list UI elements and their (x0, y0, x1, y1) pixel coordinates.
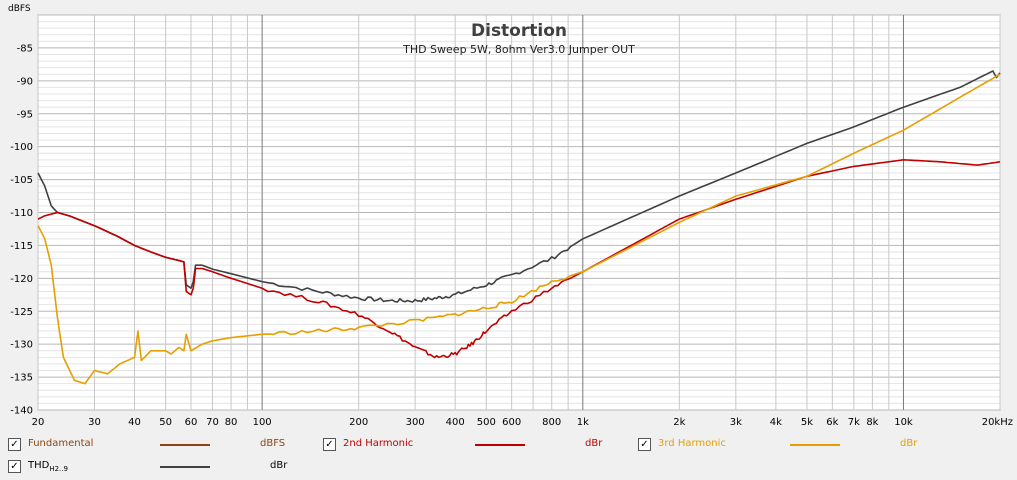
legend-swatch-3rd-harmonic (790, 444, 840, 446)
legend-unit-2nd-harmonic: dBr (585, 438, 603, 449)
legend-label-2nd-harmonic: 2nd Harmonic (343, 438, 414, 449)
y-tick-label: -140 (10, 406, 33, 417)
x-tick-label: 70 (206, 417, 219, 428)
legend-label-3rd-harmonic: 3rd Harmonic (658, 438, 726, 449)
y-tick-label: -115 (10, 241, 33, 252)
x-tick-label: 7k (848, 417, 860, 428)
y-tick-label: -85 (17, 43, 33, 54)
y-axis-unit-label: dBFS (8, 4, 31, 14)
x-tick-label: 400 (446, 417, 465, 428)
y-tick-label: -95 (17, 109, 33, 120)
legend-swatch-fundamental (160, 444, 210, 446)
legend-item-3rd-harmonic[interactable]: ✓ 3rd Harmonic dBr (638, 436, 938, 454)
x-tick-label: 80 (225, 417, 238, 428)
x-tick-label: 60 (185, 417, 198, 428)
y-tick-label: -90 (17, 76, 33, 87)
x-tick-label: 50 (159, 417, 172, 428)
fundamental-checkbox[interactable]: ✓ (8, 438, 21, 451)
distortion-chart: 20 30 40 50 60 70 80 100 200 300 400 500 600 800 1k 2k 3… (8, 4, 1013, 428)
series-line-2nd-harmonic (37, 159, 1001, 359)
legend-row-2: ✓ THDH2..9 dBr (0, 458, 1017, 476)
chart-subtitle: THD Sweep 5W, 8ohm Ver3.0 Jumper OUT (402, 43, 635, 56)
x-tick-label: 8k (866, 417, 878, 428)
x-tick-label: 600 (502, 417, 521, 428)
y-tick-label: -105 (10, 175, 33, 186)
legend-item-2nd-harmonic[interactable]: ✓ 2nd Harmonic dBr (323, 436, 623, 454)
legend-unit-fundamental: dBFS (260, 438, 286, 449)
x-tick-label: 10k (894, 417, 913, 428)
legend-unit-thd: dBr (270, 460, 288, 471)
x-tick-label: 500 (477, 417, 496, 428)
chart-title: Distortion (471, 21, 567, 41)
legend-swatch-thd (160, 466, 210, 468)
legend-item-fundamental[interactable]: ✓ Fundamental dBFS (8, 436, 308, 454)
y-tick-label: -125 (10, 307, 33, 318)
grid (37, 14, 1001, 411)
x-tick-label: 3k (730, 417, 742, 428)
x-tick-label: 30 (88, 417, 101, 428)
series-line-3rd-harmonic (37, 73, 1001, 385)
tick-labels: 20 30 40 50 60 70 80 100 200 300 400 500 600 800 1k 2k 3… (10, 43, 1013, 428)
legend-label-thd: THDH2..9 (28, 460, 68, 473)
legend-label-thd-name: THD (28, 460, 50, 471)
y-tick-label: -135 (10, 373, 33, 384)
x-tick-label: 300 (406, 417, 425, 428)
series-lines (37, 70, 1001, 385)
legend-item-thd[interactable]: ✓ THDH2..9 dBr (8, 458, 308, 476)
x-tick-label: 800 (542, 417, 561, 428)
x-tick-label: 100 (253, 417, 272, 428)
y-tick-label: -120 (10, 274, 33, 285)
x-tick-label: 20 (32, 417, 45, 428)
legend-row-1: ✓ Fundamental dBFS ✓ 2nd Harmonic dBr ✓ … (0, 436, 1017, 454)
x-tick-label: 40 (128, 417, 141, 428)
thd-checkbox[interactable]: ✓ (8, 460, 21, 473)
y-tick-label: -100 (10, 142, 33, 153)
x-tick-label: 6k (826, 417, 838, 428)
legend-unit-3rd-harmonic: dBr (900, 438, 918, 449)
3rd-harmonic-checkbox[interactable]: ✓ (638, 438, 651, 451)
y-tick-label: -130 (10, 340, 33, 351)
legend-swatch-2nd-harmonic (475, 444, 525, 446)
x-tick-label: 200 (349, 417, 368, 428)
x-tick-label: 5k (801, 417, 813, 428)
x-tick-label: 1k (577, 417, 589, 428)
y-tick-label: -110 (10, 208, 33, 219)
legend-label-thd-sub: H2..9 (49, 465, 68, 473)
x-tick-label: 20kHz (982, 417, 1013, 428)
x-tick-label: 4k (770, 417, 782, 428)
x-tick-label: 2k (673, 417, 685, 428)
2nd-harmonic-checkbox[interactable]: ✓ (323, 438, 336, 451)
legend-label-fundamental: Fundamental (28, 438, 94, 449)
